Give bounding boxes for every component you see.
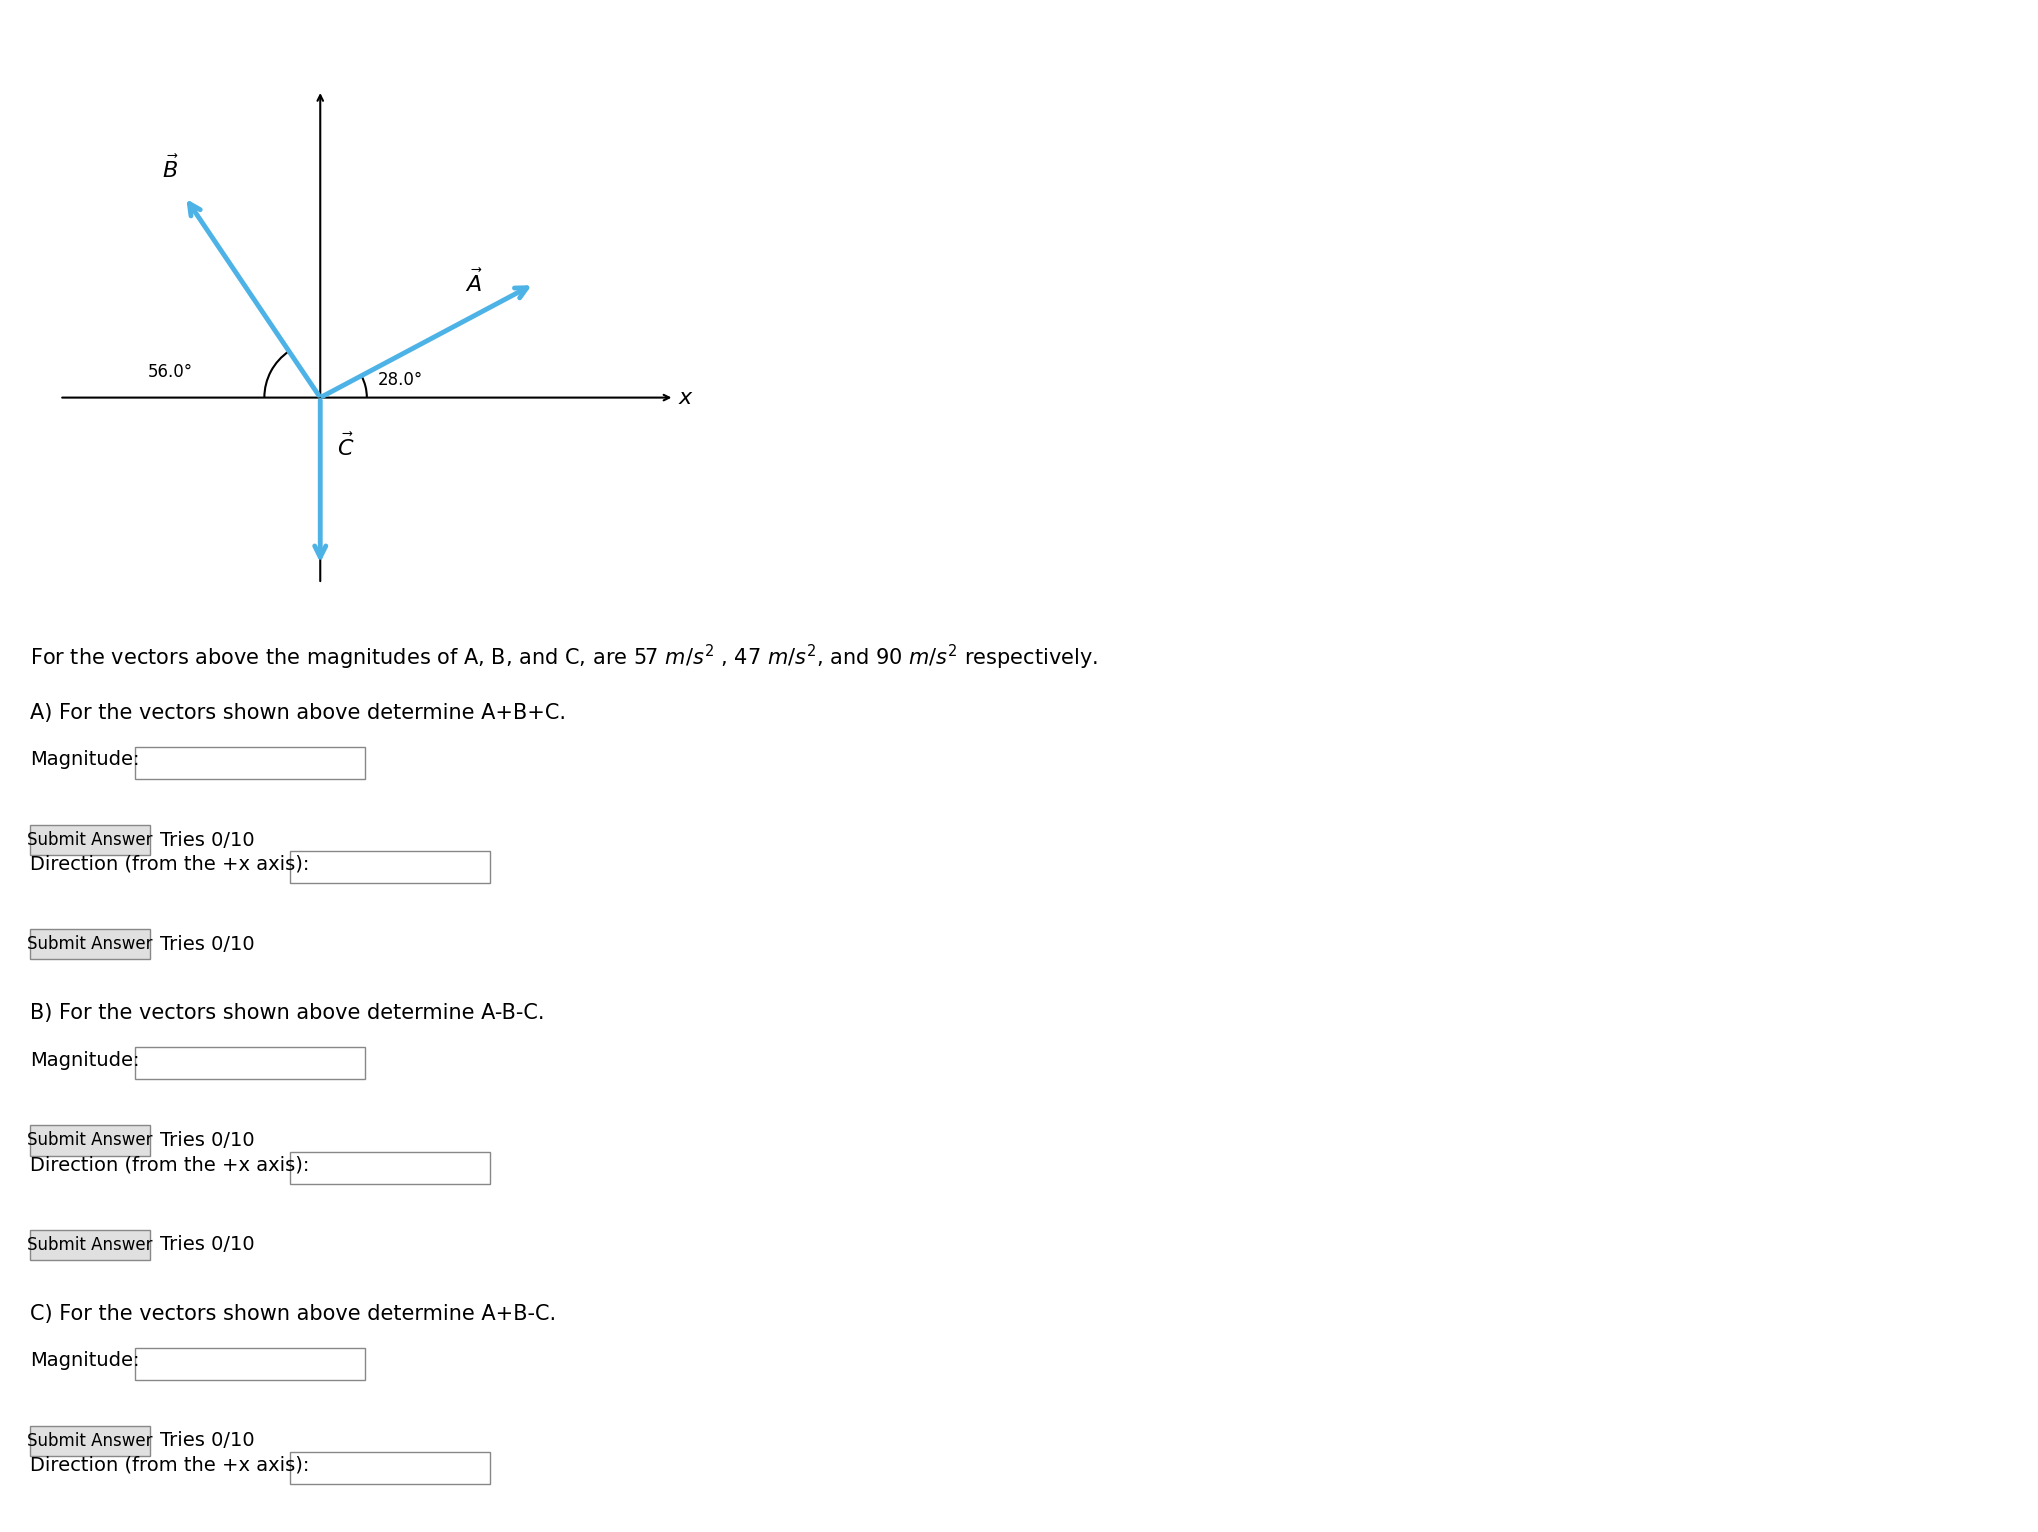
Bar [31, 1230, 151, 1259]
Text: Tries 0/10: Tries 0/10 [161, 1431, 255, 1451]
Text: Submit Answer: Submit Answer [26, 830, 153, 849]
Text: 28.0°: 28.0° [377, 371, 424, 389]
Bar [31, 826, 151, 855]
Text: $\vec{B}$: $\vec{B}$ [163, 155, 179, 182]
Text: Tries 0/10: Tries 0/10 [161, 1235, 255, 1255]
Text: Direction (from the +x axis):: Direction (from the +x axis): [31, 855, 310, 873]
Bar [31, 930, 151, 959]
Bar [289, 852, 489, 882]
Text: $\vec{A}$: $\vec{A}$ [465, 270, 483, 296]
Text: Solved B) For The Vectors Shown Above Determine A-B-C. | Chegg.com: Solved B) For The Vectors Shown Above De… [797, 15, 1241, 28]
Bar [289, 1152, 489, 1184]
Bar [31, 1126, 151, 1155]
Text: Submit Answer: Submit Answer [26, 935, 153, 953]
Text: Tries 0/10: Tries 0/10 [161, 935, 255, 954]
Bar [289, 1452, 489, 1485]
Text: Direction (from the +x axis):: Direction (from the +x axis): [31, 1155, 310, 1174]
Bar [135, 748, 365, 778]
Bar [135, 1048, 365, 1080]
Text: Submit Answer: Submit Answer [26, 1236, 153, 1253]
Text: For the vectors above the magnitudes of A, B, and C, are 57 $\mathit{m/s}^2$ , 4: For the vectors above the magnitudes of … [31, 643, 1098, 673]
Text: Tries 0/10: Tries 0/10 [161, 830, 255, 850]
Text: Magnitude:: Magnitude: [31, 751, 139, 769]
Text: A) For the vectors shown above determine A+B+C.: A) For the vectors shown above determine… [31, 703, 567, 723]
Bar [135, 1348, 365, 1380]
Text: Submit Answer: Submit Answer [26, 1432, 153, 1449]
Text: Tries 0/10: Tries 0/10 [161, 1131, 255, 1151]
Text: Direction (from the +x axis):: Direction (from the +x axis): [31, 1455, 310, 1474]
Text: 56.0°: 56.0° [149, 363, 194, 381]
Text: $\vec{C}$: $\vec{C}$ [336, 434, 355, 460]
Text: Submit Answer: Submit Answer [26, 1132, 153, 1149]
Bar [31, 1426, 151, 1455]
Text: Magnitude:: Magnitude: [31, 1351, 139, 1370]
Text: x: x [679, 388, 693, 408]
Text: B) For the vectors shown above determine A-B-C.: B) For the vectors shown above determine… [31, 1003, 544, 1023]
Text: Magnitude:: Magnitude: [31, 1051, 139, 1069]
Text: C) For the vectors shown above determine A+B-C.: C) For the vectors shown above determine… [31, 1304, 556, 1324]
